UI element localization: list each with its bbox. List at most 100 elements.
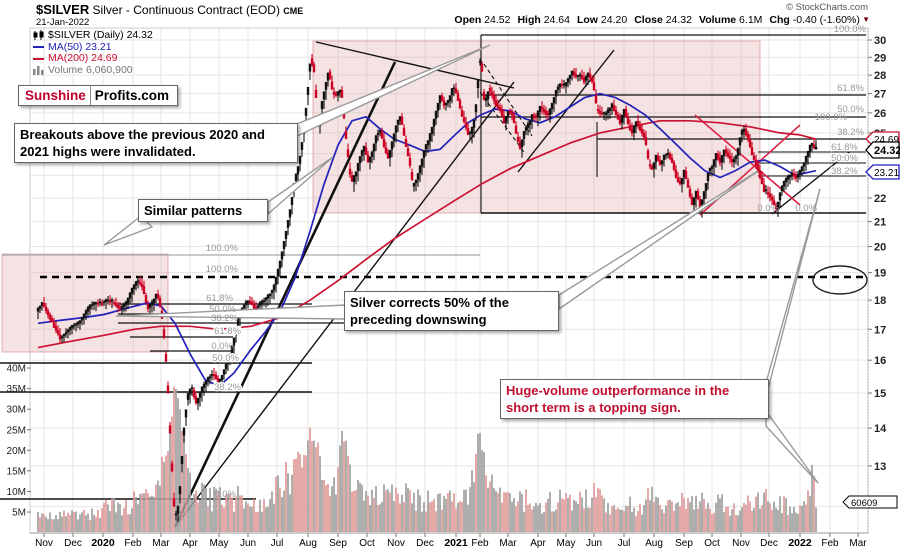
ma50-line: [37, 92, 817, 388]
svg-text:50.0%: 50.0%: [209, 304, 236, 315]
quote-label-close: Close: [634, 14, 663, 26]
volume-axis-tick-25M: 25M: [7, 425, 26, 436]
price-axis-tick-17: 17: [874, 324, 886, 336]
fib-percentage-labels: 100.0%61.8%50.0%100.0%38.2%61.8%50.0%38.…: [206, 24, 867, 500]
month-label-Jul: Jul: [271, 538, 284, 549]
month-label-Aug: Aug: [299, 538, 317, 549]
legend-series-label: $SILVER (Daily) 24.32: [48, 29, 153, 41]
level-19-ellipse-highlight: [812, 265, 868, 295]
legend-volume-label: Volume 6,060,900: [48, 63, 133, 76]
volume-axis-tick-35M: 35M: [7, 384, 26, 395]
legend-volume-row: Volume 6,060,900: [33, 63, 153, 77]
price-axis-tick-13: 13: [874, 461, 886, 473]
quote-label-high: High: [517, 14, 541, 26]
price-axis-tick-21: 21: [874, 217, 886, 229]
annotation-huge-volume: Huge-volume outperformance in the short …: [500, 379, 769, 419]
volume-axis-tick-5M: 5M: [12, 508, 26, 519]
symbol-label: $SILVER: [36, 2, 90, 17]
price-callout-tags: 24.69 23.21 24.32 60609: [842, 131, 900, 509]
ma50-price-tag: [865, 164, 900, 180]
annotation-similar-patterns: Similar patterns: [138, 199, 268, 222]
svg-text:61.8%: 61.8%: [214, 326, 241, 337]
moving-averages: [37, 92, 817, 388]
price-axis-tick-14: 14: [874, 423, 887, 435]
svg-text:0.0%: 0.0%: [795, 203, 817, 214]
month-label-Jun: Jun: [240, 538, 256, 549]
volume-axis-tick-15M: 15M: [7, 466, 26, 477]
svg-text:38.2%: 38.2%: [214, 382, 241, 393]
quote-value-open: 24.52: [481, 14, 511, 26]
svg-text:100.0%: 100.0%: [206, 243, 239, 254]
volume-axis-tick-10M: 10M: [7, 487, 26, 498]
month-label-Sep: Sep: [675, 538, 693, 549]
legend-ma50-label: MA(50) 23.21: [48, 40, 112, 53]
month-label-Nov: Nov: [732, 538, 750, 549]
volume-axis-tick-40M: 40M: [7, 364, 26, 375]
price-axis-tick-30: 30: [874, 35, 886, 47]
copyright-label: © StockCharts.com: [786, 2, 868, 13]
month-label-Jun: Jun: [586, 538, 602, 549]
quote-label-open: Open: [454, 14, 482, 26]
legend-series-row: $SILVER (Daily) 24.32: [33, 29, 153, 42]
ohlc-quote-row: Open 24.52 High 24.64 Low 24.20 Close 24.32…: [447, 14, 870, 26]
month-label-Nov: Nov: [387, 538, 405, 549]
legend-ma200-label: MA(200) 24.69: [48, 52, 118, 64]
price-axis-tick-19: 19: [874, 268, 886, 280]
svg-text:60609: 60609: [851, 498, 877, 509]
price-axis-tick-18: 18: [874, 295, 886, 307]
month-label-Feb: Feb: [124, 538, 142, 549]
month-label-Oct: Oct: [359, 538, 375, 549]
svg-text:50.0%: 50.0%: [831, 153, 858, 164]
svg-text:0.0%: 0.0%: [214, 489, 236, 500]
svg-text:100.0%: 100.0%: [815, 112, 848, 123]
month-label-Feb: Feb: [821, 538, 839, 549]
volume-bars-icon: [33, 66, 44, 76]
svg-text:24.32: 24.32: [874, 145, 900, 157]
month-label-Mar: Mar: [499, 538, 517, 549]
svg-text:23.21: 23.21: [874, 168, 899, 179]
last-volume-tag: [842, 495, 898, 509]
svg-text:24.69: 24.69: [874, 135, 899, 146]
price-axis-tick-20: 20: [874, 242, 886, 254]
month-label-2021: 2021: [444, 537, 468, 549]
exchange-label: CME: [283, 6, 304, 16]
quote-value-close: 24.32: [662, 14, 692, 26]
month-label-Mar: Mar: [152, 538, 170, 549]
quote-value-low: 24.20: [597, 14, 628, 26]
chart-date: 21-Jan-2022: [36, 17, 90, 28]
svg-text:38.2%: 38.2%: [831, 166, 858, 177]
price-axis-tick-16: 16: [874, 355, 886, 367]
chart-title: $SILVER Silver - Continuous Contract (EO…: [36, 2, 303, 17]
pattern-highlight-boxes: [1, 40, 761, 353]
price-axis-tick-22: 22: [874, 193, 886, 205]
svg-text:38.2%: 38.2%: [837, 127, 864, 138]
month-label-Jul: Jul: [618, 538, 631, 549]
svg-text:0.0%: 0.0%: [757, 203, 779, 214]
annotation-callout-pointers: [103, 44, 821, 484]
price-axis-tick-26: 26: [874, 108, 886, 120]
month-label-2022: 2022: [788, 537, 812, 549]
month-label-Dec: Dec: [64, 538, 82, 549]
annotation-breakouts: Breakouts above the previous 2020 and 20…: [14, 123, 298, 163]
month-label-2020: 2020: [91, 537, 115, 549]
price-axis-tick-28: 28: [874, 70, 886, 82]
ma200-line-swatch: [33, 57, 44, 60]
legend-ma50-row: MA(50) 23.21: [33, 40, 153, 54]
month-label-Apr: Apr: [530, 538, 546, 549]
quote-label-low: Low: [576, 14, 598, 26]
legend-ma200-row: MA(200) 24.69: [33, 52, 153, 65]
month-label-May: May: [557, 538, 576, 549]
svg-text:61.8%: 61.8%: [837, 83, 864, 94]
chart-legend: $SILVER (Daily) 24.32 MA(50) 23.21 MA(20…: [33, 29, 153, 77]
price-axis-tick-15: 15: [874, 388, 886, 400]
svg-text:50.0%: 50.0%: [212, 353, 239, 364]
price-axis-tick-27: 27: [874, 89, 886, 101]
month-label-Mar: Mar: [849, 538, 867, 549]
month-label-May: May: [210, 538, 229, 549]
svg-text:50.0%: 50.0%: [837, 104, 864, 115]
quote-label-chg: Chg: [769, 14, 790, 26]
volume-axis-tick-20M: 20M: [7, 446, 26, 457]
quote-value-chg: -0.40 (-1.60%): [789, 14, 860, 26]
